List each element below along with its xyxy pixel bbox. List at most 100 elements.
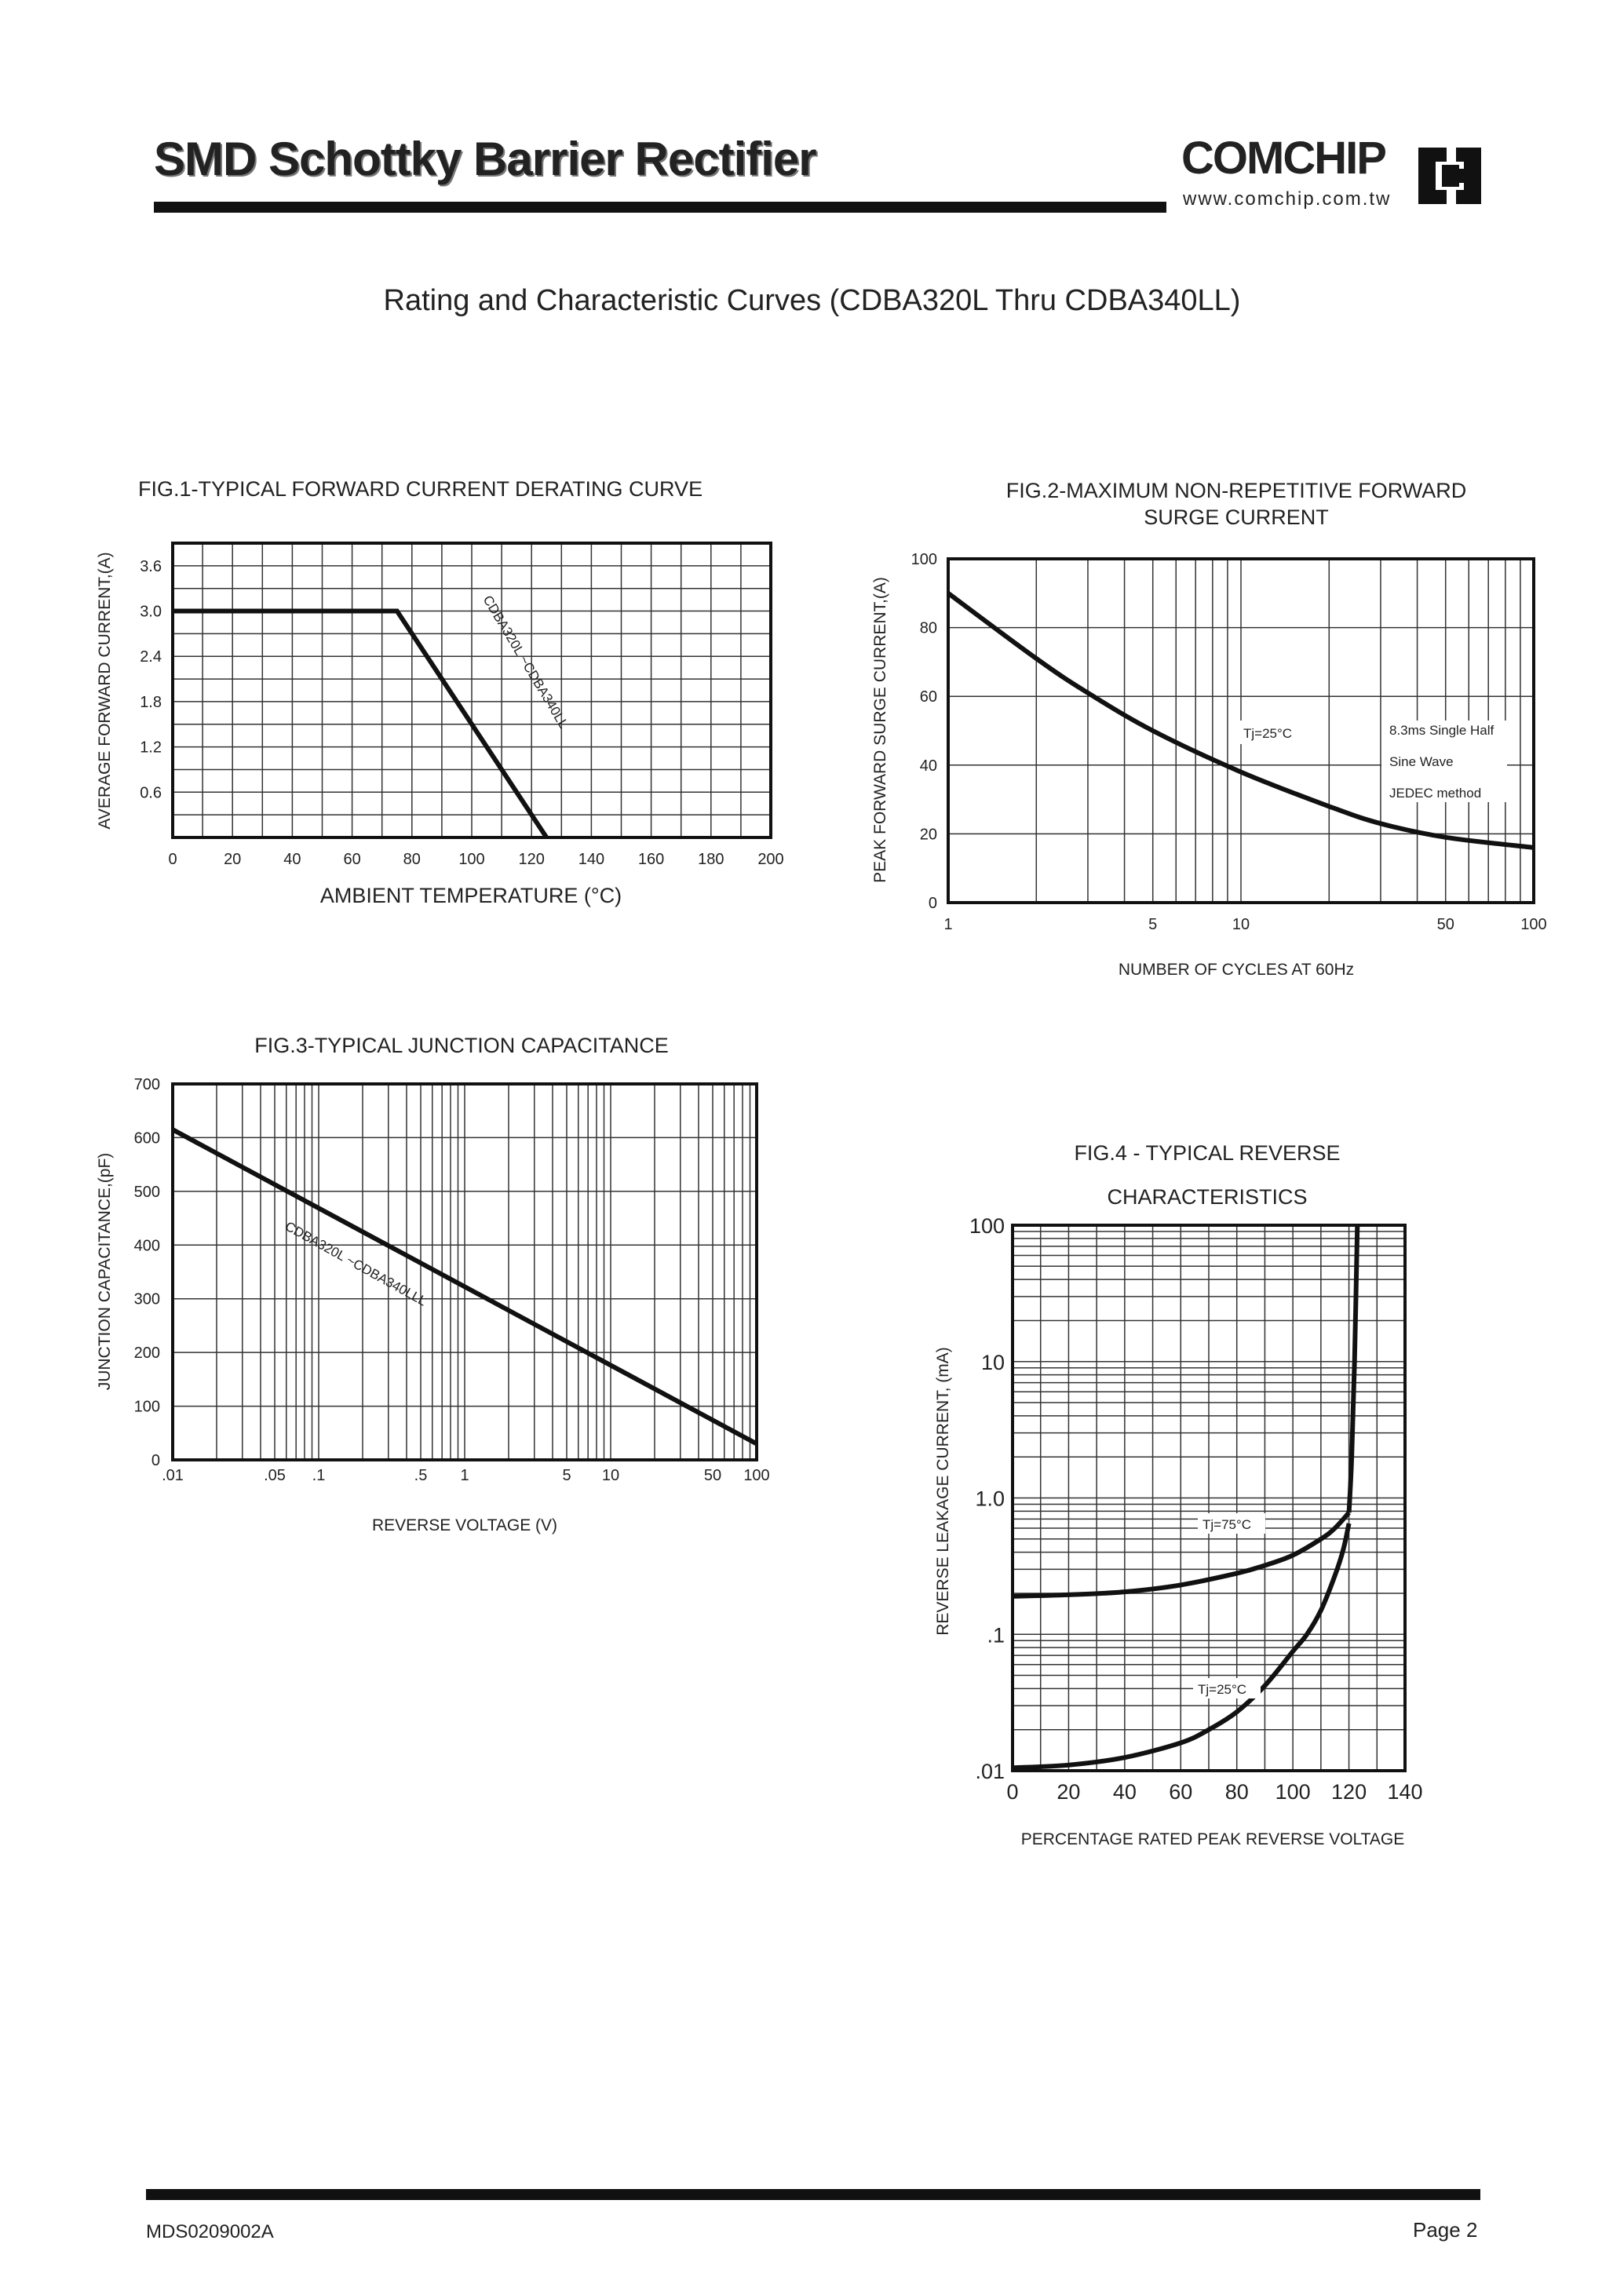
fig3-y-tick-label: 400 <box>134 1237 160 1254</box>
fig3-x-tick-label: 50 <box>704 1467 721 1484</box>
fig2-annotation-wave-2: Sine Wave <box>1389 754 1454 769</box>
fig2-y-tick-label: 20 <box>920 826 937 843</box>
fig2-x-tick-label: 100 <box>1520 916 1546 933</box>
fig1-x-tick-label: 0 <box>168 851 177 868</box>
fig4-x-tick-label: 120 <box>1331 1780 1367 1804</box>
fig2-x-tick-label: 1 <box>943 916 952 933</box>
fig3-x-ticks: .01 .05 .1 .5 1 5 10 50 100 <box>162 1467 770 1484</box>
fig2-y-tick-label: 60 <box>920 688 937 706</box>
fig2-series-line <box>947 591 1535 850</box>
fig1-x-label: AMBIENT TEMPERATURE (°C) <box>320 884 622 907</box>
fig2-chart: FIG.2-MAXIMUM NON-REPETITIVE FORWARD SUR… <box>871 479 1547 979</box>
fig4-x-ticks: 0 20 40 60 80 100 120 140 <box>1006 1780 1422 1804</box>
fig1-y-tick-label: 2.4 <box>140 648 162 666</box>
fig4-x-tick-label: 20 <box>1057 1780 1080 1804</box>
fig1-x-tick-label: 160 <box>638 851 664 868</box>
fig1-frame <box>171 542 772 839</box>
fig1-y-tick-label: 1.2 <box>140 739 162 757</box>
fig3-y-tick-label: 100 <box>134 1399 160 1416</box>
fig2-title-line-2: SURGE CURRENT <box>1144 505 1329 529</box>
fig2-annotation-wave-1: 8.3ms Single Half <box>1389 723 1494 738</box>
fig4-chart: FIG.4 - TYPICAL REVERSE CHARACTERISTICS … <box>934 1141 1423 1848</box>
fig1-series-label: CDBA320L ~CDBA340LL <box>480 593 571 731</box>
fig3-x-tick-label: 1 <box>460 1467 469 1484</box>
section-title: Rating and Characteristic Curves (CDBA32… <box>383 284 1241 317</box>
fig4-series-label-25: Tj=25°C <box>1198 1682 1246 1697</box>
fig3-y-ticks: 0 100 200 300 400 500 600 700 <box>134 1076 160 1469</box>
fig1-y-tick-label: 3.0 <box>140 604 162 621</box>
fig3-x-tick-label: .05 <box>264 1467 286 1484</box>
fig3-y-tick-label: 0 <box>151 1452 160 1469</box>
fig4-y-ticks: .01 .1 1.0 10 100 <box>969 1214 1005 1783</box>
fig1-x-tick-label: 180 <box>698 851 724 868</box>
fig2-y-tick-label: 40 <box>920 757 937 775</box>
fig4-label-bg-75 <box>1198 1513 1265 1534</box>
fig1-x-tick-label: 20 <box>224 851 241 868</box>
fig4-y-tick-label: 100 <box>969 1214 1005 1238</box>
fig1-y-label: AVERAGE FORWARD CURRENT,(A) <box>96 552 114 829</box>
fig2-annotation-tj: Tj=25°C <box>1243 726 1292 741</box>
fig4-series-line-0 <box>1012 1511 1351 1599</box>
fig4-x-tick-label: 140 <box>1387 1780 1422 1804</box>
fig1-x-ticks: 0 20 40 60 80 100 120 140 160 180 200 <box>168 851 783 868</box>
logo-url: www.comchip.com.tw <box>1183 188 1392 210</box>
fig2-method-bg <box>1381 721 1507 802</box>
fig4-y-tick-label: .1 <box>987 1623 1005 1647</box>
fig1-chart: FIG.1-TYPICAL FORWARD CURRENT DERATING C… <box>96 477 784 907</box>
fig2-y-tick-label: 80 <box>920 620 937 637</box>
fig3-y-tick-label: 600 <box>134 1129 160 1147</box>
fig3-y-tick-label: 200 <box>134 1345 160 1362</box>
fig2-x-label: NUMBER OF CYCLES AT 60Hz <box>1119 961 1354 979</box>
fig4-y-label: REVERSE LEAKAGE CURRENT, (mA) <box>934 1347 952 1636</box>
fig4-series-label-75: Tj=75°C <box>1202 1517 1251 1532</box>
fig1-title: FIG.1-TYPICAL FORWARD CURRENT DERATING C… <box>138 477 703 501</box>
fig4-y-tick-label: 1.0 <box>975 1487 1005 1511</box>
fig1-x-tick-label: 140 <box>578 851 604 868</box>
document-number: MDS0209002A <box>146 2221 274 2242</box>
fig3-y-tick-label: 500 <box>134 1184 160 1201</box>
fig3-x-label: REVERSE VOLTAGE (V) <box>372 1516 557 1534</box>
fig2-x-tick-label: 5 <box>1148 916 1157 933</box>
fig4-series-line-1 <box>1012 1523 1352 1771</box>
fig1-y-ticks: 0.6 1.2 1.8 2.4 3.0 3.6 <box>140 558 162 801</box>
fig4-frame <box>1011 1224 1407 1772</box>
fig4-x-tick-label: 100 <box>1275 1780 1311 1804</box>
document-title: SMD Schottky Barrier Rectifier <box>154 133 817 185</box>
fig4-label-bg-25 <box>1193 1678 1261 1698</box>
fig4-x-tick-label: 80 <box>1225 1780 1249 1804</box>
fig1-x-tick-label: 60 <box>343 851 360 868</box>
fig4-x-tick-label: 40 <box>1113 1780 1137 1804</box>
fig3-y-label: JUNCTION CAPACITANCE,(pF) <box>96 1153 114 1391</box>
fig3-y-tick-label: 700 <box>134 1076 160 1093</box>
page-number: Page 2 <box>1413 2218 1478 2242</box>
fig3-x-tick-label: 10 <box>602 1467 619 1484</box>
fig1-x-tick-label: 120 <box>519 851 545 868</box>
fig2-note-bg <box>1239 721 1309 744</box>
fig2-y-tick-label: 100 <box>911 551 937 568</box>
fig3-x-tick-label: .1 <box>312 1467 326 1484</box>
fig4-title-line-2: CHARACTERISTICS <box>1107 1185 1307 1209</box>
fig2-y-tick-label: 0 <box>929 895 937 912</box>
company-logo: COMCHIP www.comchip.com.tw <box>1181 132 1511 226</box>
fig3-title: FIG.3-TYPICAL JUNCTION CAPACITANCE <box>254 1034 669 1057</box>
fig3-x-tick-label: 100 <box>743 1467 769 1484</box>
fig2-x-tick-label: 10 <box>1232 916 1250 933</box>
fig3-x-tick-label: .01 <box>162 1467 184 1484</box>
fig2-x-ticks: 1 5 10 50 100 <box>943 916 1546 933</box>
fig3-x-tick-label: 5 <box>562 1467 571 1484</box>
fig4-x-tick-label: 0 <box>1006 1780 1018 1804</box>
fig2-y-ticks: 0 20 40 60 80 100 <box>911 551 937 912</box>
fig1-y-tick-label: 0.6 <box>140 784 162 801</box>
fig2-title-line-1: FIG.2-MAXIMUM NON-REPETITIVE FORWARD <box>1006 479 1467 502</box>
fig1-series-line <box>173 608 549 839</box>
fig1-y-tick-label: 3.6 <box>140 558 162 575</box>
fig3-frame <box>171 1082 758 1461</box>
fig4-series-lines <box>1012 1224 1360 1771</box>
footer-rule <box>146 2189 1480 2200</box>
fig4-y-tick-label: .01 <box>975 1760 1005 1783</box>
fig1-x-tick-label: 80 <box>403 851 421 868</box>
fig3-grid <box>173 1084 757 1460</box>
header-rule <box>154 202 1166 213</box>
fig4-x-label: PERCENTAGE RATED PEAK REVERSE VOLTAGE <box>1021 1830 1405 1848</box>
